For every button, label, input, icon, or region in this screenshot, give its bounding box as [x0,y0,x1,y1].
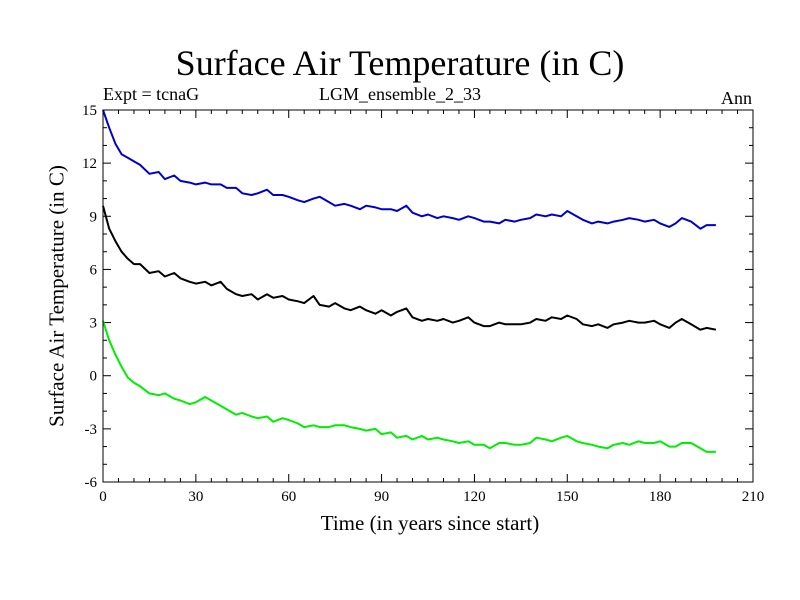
x-tick-label: 90 [374,489,389,505]
x-tick-labels: 0 30 60 90 120 150 180 210 [99,489,764,505]
x-tick-label: 150 [556,489,579,505]
x-tick-label: 210 [742,489,765,505]
y-tick-labels: -6 -3 0 3 6 9 12 15 [82,103,98,491]
chart-title: Surface Air Temperature (in C) [175,43,625,83]
y-tick-label: 15 [82,103,97,119]
period-label: Ann [721,88,752,108]
series-layer [102,109,717,453]
x-tick-label: 120 [463,489,486,505]
x-tick-label: 180 [649,489,672,505]
y-tick-label: 0 [90,369,98,385]
x-tick-label: 0 [99,489,107,505]
y-tick-label: 3 [90,316,98,332]
y-tick-label: 12 [82,156,97,172]
ensemble-label: LGM_ensemble_2_33 [319,84,481,104]
y-axis-label: Surface Air Temperature (in C) [44,165,69,427]
plot-frame [102,109,754,483]
y-tick-label: -6 [85,475,98,491]
series-line-green [102,320,716,453]
y-tick-label: -3 [85,422,98,438]
y-tick-label: 6 [90,262,98,278]
series-line-black [102,205,717,331]
x-tick-label: 60 [281,489,296,505]
tick-marks [102,109,754,483]
experiment-label: Expt = tcnaG [103,84,200,104]
y-tick-label: 9 [90,209,98,225]
x-axis-label: Time (in years since start) [320,511,540,535]
series-line-blue [102,109,716,230]
x-tick-label: 30 [188,489,203,505]
